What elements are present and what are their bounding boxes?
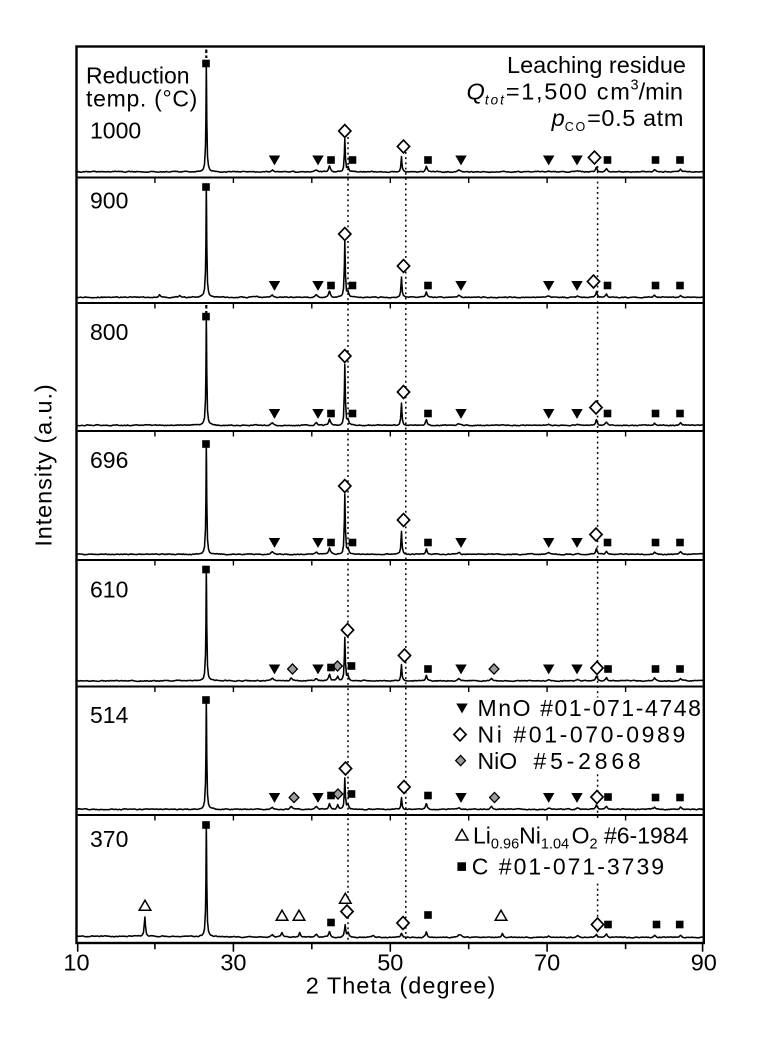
svg-text:900: 900 (90, 187, 128, 213)
svg-text:NiO: NiO (478, 748, 518, 774)
svg-text:514: 514 (90, 702, 129, 728)
svg-text:Intensity (a.u.): Intensity (a.u.) (31, 383, 57, 546)
svg-text:2 Theta (degree): 2 Theta (degree) (306, 973, 497, 999)
svg-text:temp. (°C): temp. (°C) (86, 86, 198, 112)
svg-text:Qtot=1,500 cm3/min: Qtot=1,500 cm3/min (467, 78, 683, 108)
svg-text:MnO #01-071-4748: MnO #01-071-4748 (478, 695, 703, 721)
svg-text:pCO=0.5 atm: pCO=0.5 atm (551, 105, 684, 134)
svg-text:90: 90 (691, 950, 717, 976)
svg-text:1000: 1000 (90, 118, 141, 144)
svg-text:Ni #01-070-0989: Ni #01-070-0989 (478, 722, 688, 748)
svg-text:696: 696 (90, 447, 128, 473)
svg-text:610: 610 (90, 577, 128, 603)
svg-text:10: 10 (63, 950, 89, 976)
svg-text:370: 370 (90, 826, 128, 852)
svg-text:50: 50 (377, 950, 403, 976)
svg-text:70: 70 (534, 950, 560, 976)
svg-text:Leaching residue: Leaching residue (507, 52, 686, 78)
svg-text:C #01-071-3739: C #01-071-3739 (472, 854, 666, 880)
svg-text:Reduction: Reduction (86, 63, 190, 89)
svg-text:800: 800 (90, 319, 128, 345)
svg-text:30: 30 (220, 950, 246, 976)
svg-text:#5-2868: #5-2868 (534, 748, 645, 774)
